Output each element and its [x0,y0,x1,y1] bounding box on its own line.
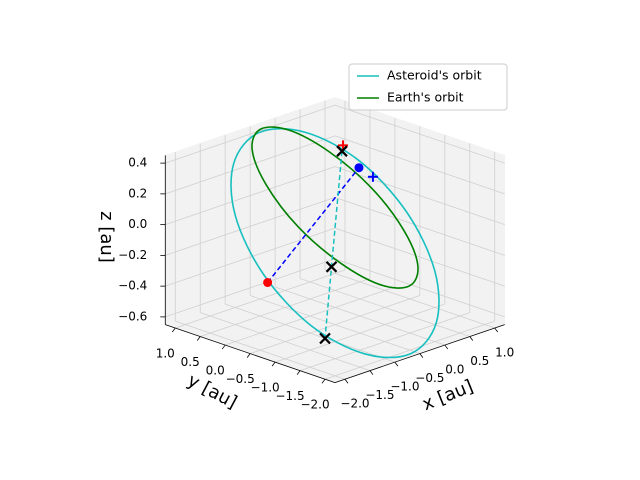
grid-line [334,135,505,195]
grid-line [334,196,505,256]
x-tick-label: 0.5 [470,354,489,368]
x-tick-label: 1.0 [495,345,514,359]
y-tick-label: −0.5 [226,372,255,386]
grid-line [274,303,445,363]
legend: Asteroid's orbit Earth's orbit [348,63,508,111]
tick-mark [321,378,326,384]
tick-mark [419,353,424,358]
x-tick-label: −1.5 [365,388,394,402]
y-tick-label: 0.5 [181,355,200,369]
tick-mark [394,361,399,367]
y-tick-label: −1.5 [275,389,304,403]
tick-mark [171,327,176,333]
grid-line [334,227,505,287]
dashed-line [267,167,360,284]
grid-line [165,104,336,164]
axis-line [165,324,336,383]
x-tick-label: −1.0 [390,380,419,394]
marker-stroke [336,145,348,157]
tick-mark [494,327,499,333]
y-tick-label: −2.0 [300,398,329,412]
grid-line [334,166,505,226]
z-tick-label: 0.4 [128,156,147,170]
grid-line [250,295,420,354]
marker-stroke [325,261,338,273]
panes [160,96,506,384]
grid-line [165,135,336,195]
z-tick-label: 0.2 [128,186,147,200]
dashed-line [324,151,343,339]
marker-dot [354,163,364,173]
marker [354,163,364,173]
legend-text: Asteroid's orbit [387,68,482,83]
z-axis-label: z [au] [96,211,117,263]
tick-mark [196,336,201,341]
grid-line [334,104,505,164]
tick-mark [246,353,251,358]
y-tick-label: 1.0 [156,346,175,360]
grid-line [324,320,495,380]
axis-line [334,324,505,383]
marker [336,145,348,157]
marker [325,261,338,273]
legend-box [348,63,508,111]
marker [319,332,331,345]
x-tick-label: −0.5 [415,371,444,385]
grid-line [165,227,336,287]
x-tick-label: 0.0 [445,363,464,377]
tick-mark [271,361,276,367]
z-tick-label: 0.0 [128,217,147,231]
tick-mark [296,370,301,375]
grid-line [225,286,396,346]
marker-dot [263,278,273,288]
marker-stroke [319,332,331,345]
orbit-line [251,126,419,289]
grid-line [165,196,336,256]
z-tick-label: −0.2 [118,248,147,262]
tick-mark [344,378,349,384]
tick-mark [444,344,449,350]
legend-text: Earth's orbit [387,90,464,105]
tick-mark [369,370,374,375]
grid-line [175,269,346,329]
grid-line [200,278,371,337]
z-tick-label: −0.6 [118,309,147,323]
orbit-line [230,127,440,359]
grid-line [165,166,336,226]
tick-mark [469,336,474,341]
marker [263,278,273,288]
grid-line [299,312,470,372]
marker [367,171,378,182]
y-tick-label: 0.0 [206,364,225,378]
z-tick-label: −0.4 [118,279,147,293]
x-tick-label: −2.0 [340,397,369,411]
tick-mark [221,344,226,350]
grid-line [165,258,336,318]
y-tick-label: −1.0 [251,381,280,395]
grid-line [334,258,505,318]
